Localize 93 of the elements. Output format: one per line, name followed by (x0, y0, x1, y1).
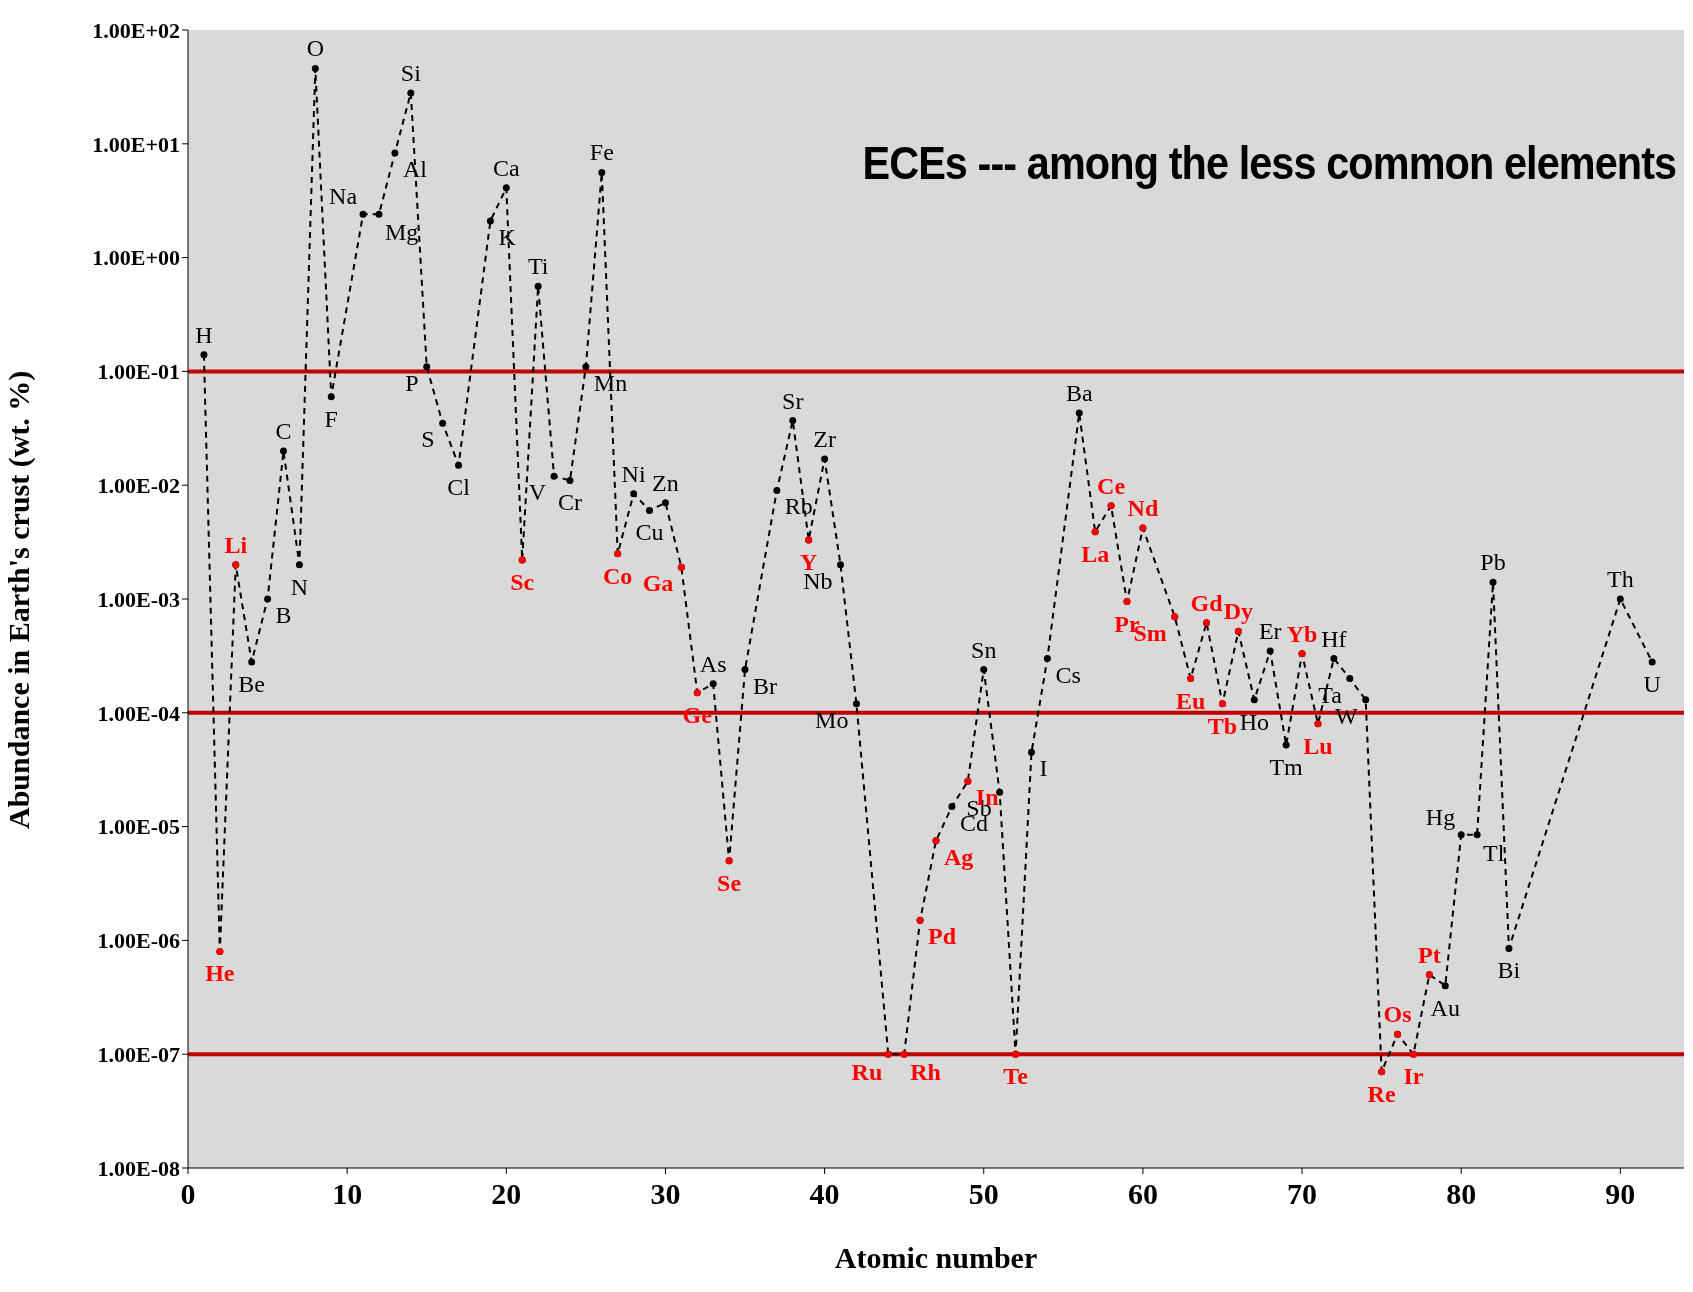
y-tick-label: 1.00E+02 (92, 17, 180, 43)
data-label: Ho (1239, 708, 1269, 735)
data-label: Lu (1303, 732, 1333, 759)
data-label: La (1081, 540, 1110, 567)
data-label: Zn (652, 469, 679, 496)
x-tick-label: 70 (1287, 1177, 1318, 1210)
data-label: Cl (447, 474, 471, 501)
x-tick-label: 90 (1605, 1177, 1636, 1210)
x-tick-label: 10 (332, 1177, 363, 1210)
data-label: Nd (1127, 495, 1159, 522)
data-label: Fe (589, 139, 614, 166)
data-label: Rh (910, 1059, 941, 1086)
data-label: Gd (1190, 589, 1224, 616)
data-label: Mg (384, 219, 419, 246)
data-label: Al (402, 156, 428, 183)
data-label: U (1643, 670, 1661, 697)
data-label: Ti (527, 253, 549, 280)
data-label: N (290, 573, 309, 600)
data-label: Ir (1403, 1063, 1424, 1090)
data-label: Na (329, 183, 358, 210)
data-label: O (306, 35, 324, 62)
y-tick-label: 1.00E+00 (92, 245, 180, 271)
data-label: Yb (1286, 620, 1318, 647)
data-label: Cu (635, 519, 664, 546)
data-label: Ta (1318, 681, 1343, 708)
y-tick-label: 1.00E-06 (97, 928, 180, 954)
y-tick-label: 1.00E-02 (97, 473, 180, 499)
data-label: Te (1003, 1063, 1029, 1090)
data-label: As (699, 650, 727, 677)
data-label: Au (1430, 994, 1460, 1021)
data-label: C (275, 417, 292, 444)
data-label: Se (717, 869, 742, 896)
data-label: Mn (593, 369, 628, 396)
data-label: Hf (1321, 625, 1347, 652)
data-label: Re (1367, 1080, 1396, 1107)
data-label: S (421, 426, 435, 453)
data-label: Hg (1425, 803, 1456, 830)
data-label: Ce (1097, 472, 1126, 499)
data-label: Cr (557, 489, 582, 516)
x-tick-label: 20 (491, 1177, 522, 1210)
y-tick-label: 1.00E-04 (97, 700, 180, 726)
x-tick-label: 30 (650, 1177, 681, 1210)
data-label: He (205, 960, 235, 987)
y-tick-label: 1.00E+01 (92, 131, 180, 157)
data-label: Si (400, 59, 422, 86)
data-label: H (195, 321, 213, 348)
y-tick-label: 1.00E-07 (97, 1042, 180, 1068)
data-label: Sn (971, 636, 997, 663)
data-label: Zr (813, 425, 836, 452)
data-label: Li (224, 531, 248, 558)
data-label: I (1039, 755, 1048, 782)
y-tick-label: 1.00E-05 (97, 814, 180, 840)
data-label: V (528, 479, 547, 506)
data-label: Dy (1223, 598, 1254, 625)
data-label: Ag (944, 843, 974, 870)
data-label: Eu (1175, 687, 1206, 714)
data-label: P (405, 369, 419, 396)
y-axis-title: Abundance in Earth's crust (wt. %) (1, 370, 36, 829)
data-label: F (324, 405, 338, 432)
data-label: Co (603, 562, 633, 589)
data-label: Th (1607, 566, 1634, 592)
data-label: K (498, 223, 517, 250)
data-label: Os (1383, 1001, 1412, 1028)
data-label: Sc (510, 569, 535, 596)
annotation: ECEs --- among the less common elements (862, 136, 1676, 190)
data-label: Ru (851, 1059, 883, 1086)
x-tick-label: 0 (180, 1177, 196, 1210)
y-tick-label: 1.00E-01 (97, 359, 180, 385)
data-label: Pd (928, 923, 957, 950)
data-label: Er (1258, 617, 1282, 644)
data-label: Bi (1497, 957, 1521, 984)
x-tick-label: 60 (1127, 1177, 1158, 1210)
x-tick-label: 50 (968, 1177, 999, 1210)
x-tick-label: 80 (1446, 1177, 1477, 1210)
data-label: Tl (1483, 839, 1505, 866)
data-label: Sr (782, 387, 804, 414)
data-label: Ni (621, 460, 646, 487)
data-label: Tm (1269, 754, 1304, 781)
data-label: Cs (1055, 661, 1081, 688)
data-label: Ga (642, 570, 674, 597)
data-label: Pb (1480, 549, 1506, 576)
data-label: B (275, 602, 292, 628)
y-tick-label: 1.00E-03 (97, 586, 180, 612)
data-label: Ca (492, 154, 520, 181)
data-label: Tb (1207, 712, 1238, 739)
data-label: Pt (1418, 941, 1441, 968)
data-label: Be (238, 670, 265, 697)
x-tick-label: 40 (809, 1177, 840, 1210)
x-axis-title: Atomic number (834, 1241, 1038, 1274)
data-label: Br (753, 672, 778, 699)
data-label: Rb (784, 493, 813, 520)
y-tick-label: 1.00E-08 (97, 1155, 180, 1181)
data-label: Ba (1065, 380, 1093, 407)
